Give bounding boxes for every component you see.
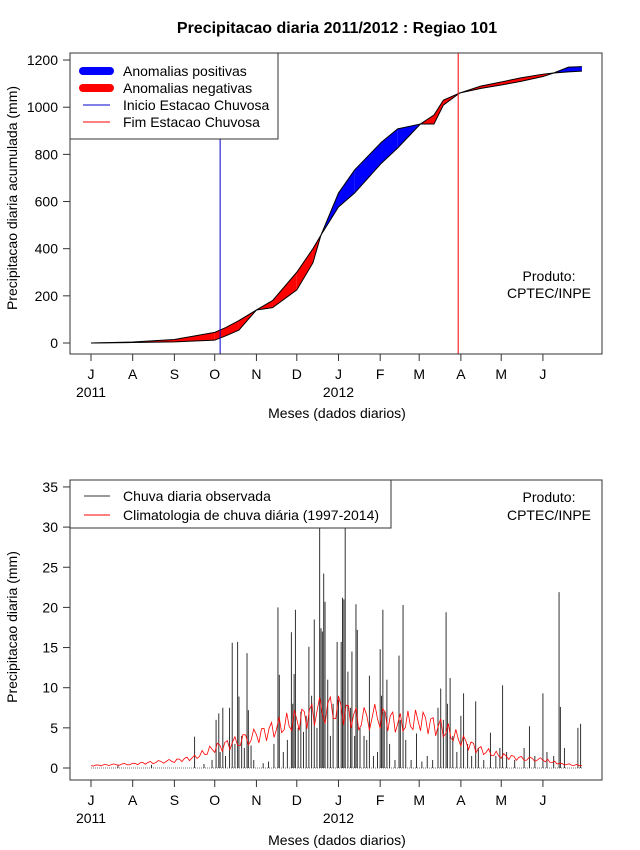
- positive-anomaly-area: [354, 142, 382, 194]
- top-x-tick-label: N: [251, 366, 261, 382]
- bottom-x-tick-label: M: [413, 792, 425, 808]
- negative-anomaly-area: [433, 100, 444, 124]
- bottom-y-tick-label: 35: [42, 479, 58, 495]
- negative-anomaly-area: [481, 81, 502, 89]
- bottom-annotation-line2: CPTEC/INPE: [507, 507, 591, 523]
- top-y-tick-label: 200: [35, 288, 59, 304]
- top-x-tick-label: M: [495, 366, 507, 382]
- bottom-x-tick-label: J: [88, 792, 95, 808]
- bottom-y-tick-label: 30: [42, 519, 58, 535]
- positive-anomaly-area: [338, 169, 355, 207]
- negative-anomaly-area: [174, 332, 215, 342]
- top-annotation-line2: CPTEC/INPE: [507, 285, 591, 301]
- bottom-legend-box: [69, 479, 392, 529]
- legend-label: Climatologia de chuva diária (1997-2014): [123, 507, 379, 523]
- legend-label: Anomalias positivas: [123, 63, 247, 79]
- bottom-x-tick-label: O: [209, 792, 220, 808]
- bottom-x-tick-label: J: [335, 792, 342, 808]
- top-y-tick-label: 1000: [27, 99, 58, 115]
- bottom-year-label: 2012: [323, 810, 354, 826]
- top-y-axis-label: Precipitacao diaria acumulada (mm): [4, 86, 20, 310]
- bottom-y-tick-label: 5: [50, 720, 58, 736]
- top-annotation-line1: Produto:: [523, 268, 576, 284]
- cumulative-panel: 0 200 400 600 800 1000 1200 J A S O N D J F M A M J 2011 201…: [27, 52, 603, 400]
- top-x-tick-label: D: [292, 366, 302, 382]
- bottom-y-tick-label: 20: [42, 599, 58, 615]
- positive-anomaly-area: [568, 66, 582, 72]
- bottom-year-label: 2011: [76, 810, 106, 826]
- top-x-tick-label: J: [88, 366, 95, 382]
- negative-anomaly-area: [296, 248, 313, 290]
- negative-anomaly-area: [521, 74, 543, 82]
- top-y-tick-label: 0: [50, 335, 58, 351]
- negative-anomaly-area: [501, 77, 522, 86]
- top-x-tick-label: A: [456, 366, 466, 382]
- top-x-tick-label: F: [376, 366, 385, 382]
- top-year-label: 2012: [323, 384, 354, 400]
- daily-panel: 0 5 10 15 20 25 30 35 J A S O N D J F M A M J 2011 2012 Chuva …: [42, 479, 603, 826]
- legend-label: Chuva diaria observada: [123, 488, 271, 504]
- top-y-tick-label: 1200: [27, 52, 58, 68]
- observed-cumulative-line: [90, 66, 582, 344]
- bottom-y-tick-label: 25: [42, 559, 58, 575]
- climatology-cumulative-line: [90, 70, 582, 344]
- top-x-axis-label: Meses (dados diarios): [268, 405, 406, 421]
- top-x-tick-label: S: [170, 366, 179, 382]
- legend-label: Anomalias negativas: [123, 80, 252, 96]
- bottom-x-tick-label: A: [128, 792, 138, 808]
- bottom-x-axis-label: Meses (dados diarios): [268, 832, 406, 848]
- legend-label: Inicio Estacao Chuvosa: [123, 97, 270, 113]
- bottom-x-tick-label: A: [456, 792, 466, 808]
- bottom-x-tick-label: M: [495, 792, 507, 808]
- negative-anomaly-area: [225, 320, 239, 336]
- chart-title: Precipitacao diaria 2011/2012 : Regiao 1…: [177, 20, 497, 37]
- top-x-tick-label: J: [335, 366, 342, 382]
- bottom-y-tick-label: 10: [42, 680, 58, 696]
- bottom-annotation-line1: Produto:: [523, 489, 576, 505]
- top-y-tick-label: 600: [35, 194, 59, 210]
- top-plot-frame: [69, 52, 603, 355]
- top-x-tick-label: O: [209, 366, 220, 382]
- top-y-tick-label: 800: [35, 146, 59, 162]
- bottom-y-axis-label: Precipitacao diaria (mm): [4, 551, 20, 703]
- bottom-y-tick-label: 15: [42, 640, 58, 656]
- climatology-daily-line: [90, 695, 582, 767]
- bottom-x-tick-label: F: [376, 792, 385, 808]
- bottom-y-tick-label: 0: [50, 760, 58, 776]
- negative-anomaly-area: [272, 272, 297, 308]
- top-x-tick-label: J: [539, 366, 546, 382]
- bottom-x-tick-label: S: [170, 792, 179, 808]
- bottom-x-tick-label: J: [539, 792, 546, 808]
- legend-label: Fim Estacao Chuvosa: [123, 114, 260, 130]
- positive-anomaly-area: [381, 128, 398, 164]
- bottom-x-tick-label: D: [292, 792, 302, 808]
- top-x-tick-label: A: [128, 366, 138, 382]
- top-x-tick-label: M: [413, 366, 425, 382]
- bottom-x-tick-label: N: [251, 792, 261, 808]
- top-y-tick-label: 400: [35, 241, 59, 257]
- top-year-label: 2011: [76, 384, 106, 400]
